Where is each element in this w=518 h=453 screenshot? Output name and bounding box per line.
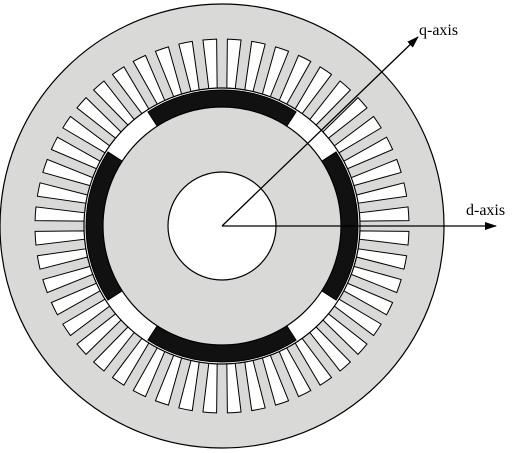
d-axis-label: d-axis [466, 202, 505, 219]
q-axis-label: q-axis [419, 22, 458, 39]
q-axis-arrow [221, 36, 419, 227]
stator-slots [34, 38, 410, 414]
permanent-magnets [85, 89, 359, 363]
